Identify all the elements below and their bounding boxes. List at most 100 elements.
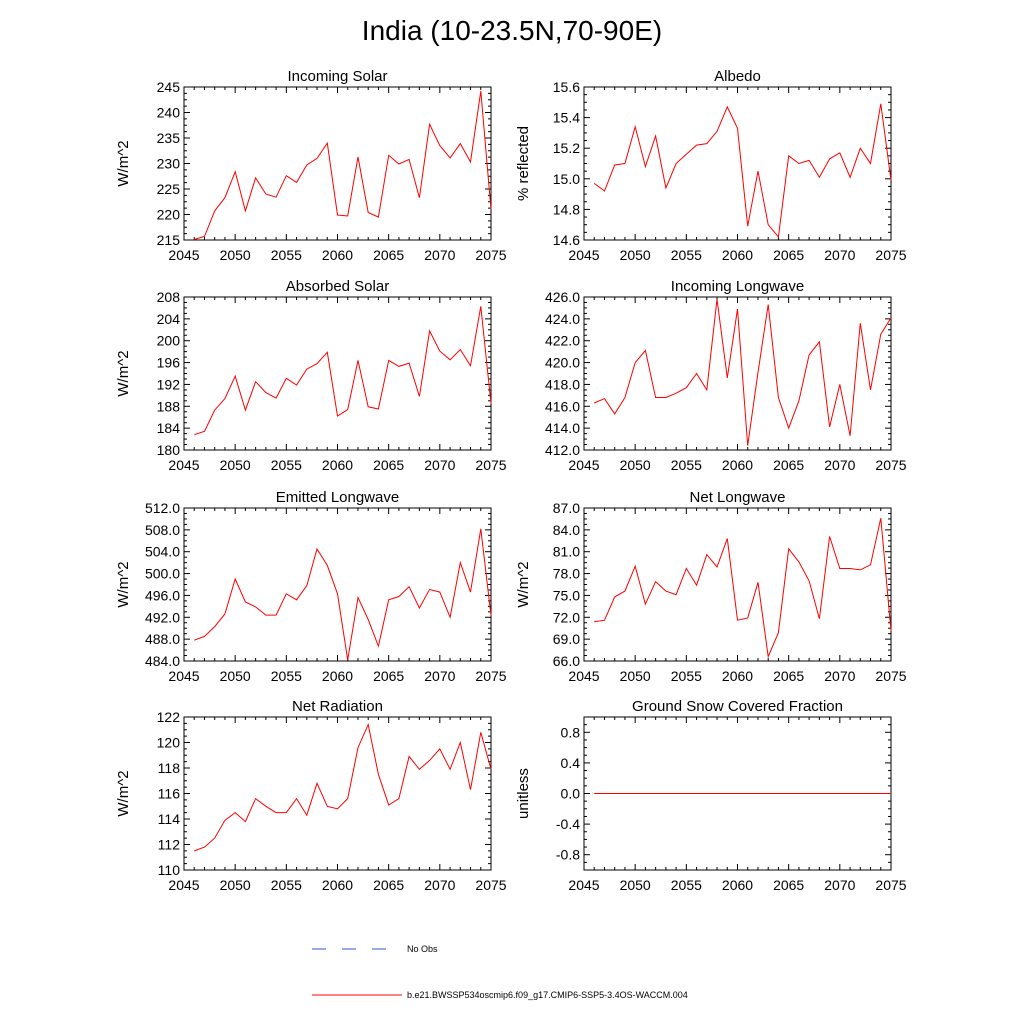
- x-tick-label: 2070: [424, 247, 455, 263]
- y-tick-label: 208: [157, 289, 181, 305]
- x-tick-label: 2070: [824, 668, 855, 684]
- x-tick-label: 2060: [322, 247, 353, 263]
- y-axis-label: W/m^2: [115, 350, 132, 396]
- y-tick-label: 235: [157, 130, 181, 146]
- panel-absorbed-solar: Absorbed Solar W/m^2 2045 2050 2055 2060 2065 2…: [115, 278, 507, 473]
- x-tick-label: 2065: [773, 247, 804, 263]
- y-tick-label: 504.0: [145, 544, 180, 560]
- y-tick-label: -0.8: [556, 847, 580, 863]
- x-tick-label: 2065: [373, 877, 404, 893]
- x-tick-label: 2075: [475, 457, 506, 473]
- x-tick-label: 2070: [824, 877, 855, 893]
- y-tick-label: 15.2: [553, 140, 580, 156]
- y-tick-label: 512.0: [145, 500, 180, 516]
- y-tick-label: 116: [158, 786, 181, 802]
- x-tick-label: 2060: [322, 668, 353, 684]
- x-tick-label: 2060: [722, 668, 753, 684]
- panel-title: Net Longwave: [690, 489, 786, 506]
- y-tick-label: 500.0: [145, 566, 180, 582]
- y-tick-label: 492.0: [145, 609, 180, 625]
- y-tick-label: 508.0: [145, 522, 180, 538]
- x-tick-label: 2075: [475, 668, 506, 684]
- panel-ground-snow: Ground Snow Covered Fraction unitless 2045…: [515, 698, 907, 893]
- x-tick-label: 2050: [220, 457, 251, 473]
- series-line-incoming-longwave: [594, 299, 892, 446]
- y-tick-label: 416.0: [545, 398, 580, 414]
- y-tick-label: 14.8: [553, 201, 580, 217]
- series-line-incoming-solar: [194, 91, 492, 240]
- y-tick-label: 0.4: [561, 755, 581, 771]
- panel-title: Emitted Longwave: [276, 489, 399, 506]
- panel-title: Incoming Solar: [287, 68, 387, 85]
- panel-title: Incoming Longwave: [671, 278, 804, 295]
- y-tick-label: 412.0: [545, 442, 580, 458]
- y-tick-label: 180: [157, 442, 181, 458]
- y-tick-label: 112: [158, 837, 181, 853]
- panel-net-longwave: Net Longwave W/m^2 2045 2050 2055 2060 2065 207…: [515, 489, 907, 684]
- y-tick-label: 110: [158, 862, 181, 878]
- panel-emitted-longwave: Emitted Longwave W/m^2 2045 2050 2055 2060 206…: [115, 489, 507, 684]
- x-tick-label: 2070: [824, 457, 855, 473]
- x-tick-label: 2075: [475, 247, 506, 263]
- x-tick-label: 2060: [722, 877, 753, 893]
- y-tick-label: 426.0: [545, 289, 580, 305]
- y-tick-label: 15.4: [553, 110, 580, 126]
- y-tick-label: 75.0: [553, 587, 580, 603]
- y-tick-label: 220: [157, 207, 181, 223]
- x-tick-label: 2050: [220, 247, 251, 263]
- y-tick-label: 118: [158, 760, 181, 776]
- x-tick-label: 2065: [773, 668, 804, 684]
- panel-net-radiation: Net Radiation W/m^2 2045 2050 2055 2060 2065 20…: [115, 698, 507, 893]
- y-tick-label: 188: [157, 398, 181, 414]
- y-tick-label: 184: [157, 420, 181, 436]
- x-tick-label: 2050: [620, 247, 651, 263]
- x-tick-label: 2070: [424, 457, 455, 473]
- figure-title: India (10-23.5N,70-90E): [362, 15, 662, 46]
- series-line-net-radiation: [194, 722, 492, 852]
- y-tick-label: 87.0: [553, 500, 580, 516]
- series-line-net-longwave: [594, 518, 892, 659]
- panel-incoming-solar: Incoming Solar W/m^2 2045 2050 2055 2060 2065 2…: [115, 68, 507, 263]
- x-tick-label: 2045: [568, 877, 599, 893]
- y-axis-label: % reflected: [515, 126, 532, 201]
- x-tick-label: 2055: [671, 457, 702, 473]
- y-tick-label: 66.0: [553, 653, 580, 669]
- y-tick-label: 204: [157, 311, 181, 327]
- x-tick-label: 2055: [271, 877, 302, 893]
- y-axis-label: W/m^2: [115, 140, 132, 186]
- y-tick-label: 245: [157, 79, 181, 95]
- y-tick-label: 84.0: [553, 522, 580, 538]
- plot-frame: [183, 716, 492, 871]
- y-axis-label: W/m^2: [115, 770, 132, 816]
- plot-frame: [183, 296, 492, 451]
- x-tick-label: 2060: [322, 457, 353, 473]
- x-tick-label: 2060: [722, 457, 753, 473]
- series-line-absorbed-solar: [194, 306, 492, 436]
- y-tick-label: 81.0: [553, 544, 580, 560]
- y-tick-label: 78.0: [553, 566, 580, 582]
- x-tick-label: 2050: [620, 457, 651, 473]
- panel-albedo: Albedo % reflected 2045 2050 2055 2060 2065 207…: [515, 68, 907, 263]
- x-tick-label: 2050: [220, 668, 251, 684]
- legend: No Obs b.e21.BWSSP534oscmip6.f09_g17.CMI…: [312, 944, 688, 1000]
- x-tick-label: 2075: [875, 877, 906, 893]
- x-tick-label: 2045: [168, 247, 199, 263]
- x-tick-label: 2060: [322, 877, 353, 893]
- panel-title: Absorbed Solar: [286, 278, 389, 295]
- y-tick-label: 114: [158, 811, 181, 827]
- x-tick-label: 2055: [271, 668, 302, 684]
- panel-title: Ground Snow Covered Fraction: [632, 698, 843, 715]
- x-tick-label: 2050: [620, 877, 651, 893]
- y-tick-label: 484.0: [145, 653, 180, 669]
- y-tick-label: -0.4: [556, 816, 580, 832]
- x-tick-label: 2050: [620, 668, 651, 684]
- x-tick-label: 2065: [773, 457, 804, 473]
- series-line-albedo: [593, 103, 892, 239]
- plot-frame: [583, 296, 892, 451]
- legend-obs-label: No Obs: [407, 944, 438, 954]
- x-tick-label: 2055: [671, 877, 702, 893]
- x-tick-label: 2065: [373, 457, 404, 473]
- x-tick-label: 2065: [373, 668, 404, 684]
- y-tick-label: 215: [157, 232, 181, 248]
